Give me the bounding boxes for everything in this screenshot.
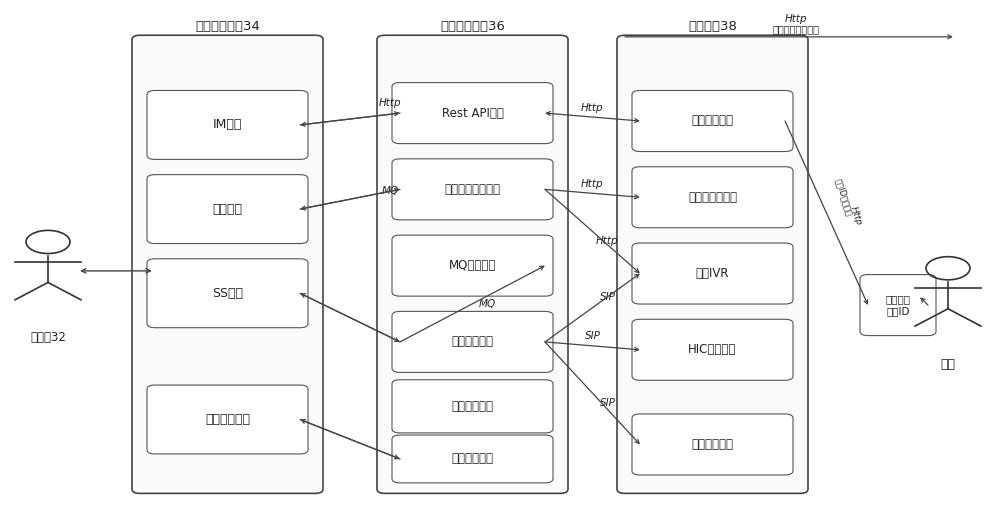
FancyArrowPatch shape — [545, 275, 639, 342]
FancyBboxPatch shape — [632, 414, 793, 475]
FancyArrowPatch shape — [300, 420, 399, 459]
FancyBboxPatch shape — [147, 90, 308, 159]
Text: SIP: SIP — [600, 398, 615, 408]
Text: 通话控制模块: 通话控制模块 — [452, 336, 494, 348]
FancyBboxPatch shape — [632, 167, 793, 228]
FancyBboxPatch shape — [147, 175, 308, 244]
FancyBboxPatch shape — [147, 259, 308, 328]
Text: 媒体平台: 媒体平台 — [212, 203, 242, 216]
FancyArrowPatch shape — [301, 189, 400, 210]
FancyArrowPatch shape — [625, 35, 952, 39]
Text: 客户端32: 客户端32 — [30, 331, 66, 345]
Text: 基础服务平台34: 基础服务平台34 — [195, 20, 260, 33]
Text: 智能IVR: 智能IVR — [696, 267, 729, 280]
Text: Http: Http — [785, 14, 808, 24]
FancyBboxPatch shape — [392, 435, 553, 483]
FancyArrowPatch shape — [301, 420, 400, 459]
Text: 业务规则处理模块: 业务规则处理模块 — [445, 183, 501, 196]
FancyArrowPatch shape — [300, 188, 399, 209]
Text: 业务平台38: 业务平台38 — [688, 20, 737, 33]
FancyArrowPatch shape — [921, 298, 928, 305]
Text: SIP: SIP — [585, 331, 600, 341]
Text: 远程控制模块: 远程控制模块 — [452, 452, 494, 466]
Text: SS平台: SS平台 — [212, 287, 243, 300]
Text: Http: Http — [849, 205, 864, 226]
FancyBboxPatch shape — [632, 243, 793, 304]
Text: 后台管理模块: 后台管理模块 — [452, 400, 494, 413]
FancyBboxPatch shape — [632, 90, 793, 151]
FancyArrowPatch shape — [545, 189, 639, 272]
Text: 通过ID查询用户: 通过ID查询用户 — [833, 177, 854, 217]
Text: 用户中心系统: 用户中心系统 — [692, 115, 734, 127]
FancyBboxPatch shape — [392, 235, 553, 296]
FancyArrowPatch shape — [301, 294, 400, 342]
FancyArrowPatch shape — [545, 189, 639, 199]
FancyBboxPatch shape — [860, 275, 936, 336]
Text: 智能分发平台36: 智能分发平台36 — [440, 20, 505, 33]
FancyBboxPatch shape — [132, 35, 323, 493]
Text: IM平台: IM平台 — [213, 118, 242, 132]
Text: Http: Http — [379, 98, 401, 108]
FancyArrowPatch shape — [546, 112, 639, 123]
Text: Http: Http — [581, 103, 604, 113]
FancyBboxPatch shape — [392, 83, 553, 144]
FancyArrowPatch shape — [82, 269, 150, 273]
FancyBboxPatch shape — [147, 385, 308, 454]
FancyArrowPatch shape — [785, 121, 868, 304]
Text: SIP: SIP — [600, 292, 615, 302]
Text: Http: Http — [581, 179, 604, 189]
FancyArrowPatch shape — [545, 342, 639, 351]
FancyBboxPatch shape — [617, 35, 808, 493]
FancyArrowPatch shape — [300, 112, 399, 125]
FancyArrowPatch shape — [400, 266, 544, 342]
Text: 网络客户中心: 网络客户中心 — [692, 438, 734, 451]
FancyBboxPatch shape — [392, 159, 553, 220]
FancyArrowPatch shape — [545, 342, 639, 443]
Text: Http: Http — [596, 236, 619, 246]
FancyBboxPatch shape — [377, 35, 568, 493]
Text: MQ: MQ — [479, 299, 496, 309]
Text: MQ: MQ — [381, 186, 399, 196]
FancyBboxPatch shape — [392, 380, 553, 433]
Text: 远程控制模块: 远程控制模块 — [205, 413, 250, 426]
Text: 云问文本机器人: 云问文本机器人 — [688, 191, 737, 204]
FancyBboxPatch shape — [632, 319, 793, 380]
FancyArrowPatch shape — [300, 294, 399, 341]
Text: 提供历史记录查询: 提供历史记录查询 — [773, 24, 820, 34]
Text: HIC客服平台: HIC客服平台 — [688, 343, 737, 356]
Text: 呼叫号码
携带ID: 呼叫号码 携带ID — [886, 294, 910, 316]
FancyArrowPatch shape — [301, 113, 400, 126]
Text: MQ消息模块: MQ消息模块 — [449, 259, 496, 272]
Text: Rest API模块: Rest API模块 — [442, 107, 503, 119]
Text: 坐席: 坐席 — [940, 358, 956, 371]
FancyBboxPatch shape — [392, 311, 553, 372]
